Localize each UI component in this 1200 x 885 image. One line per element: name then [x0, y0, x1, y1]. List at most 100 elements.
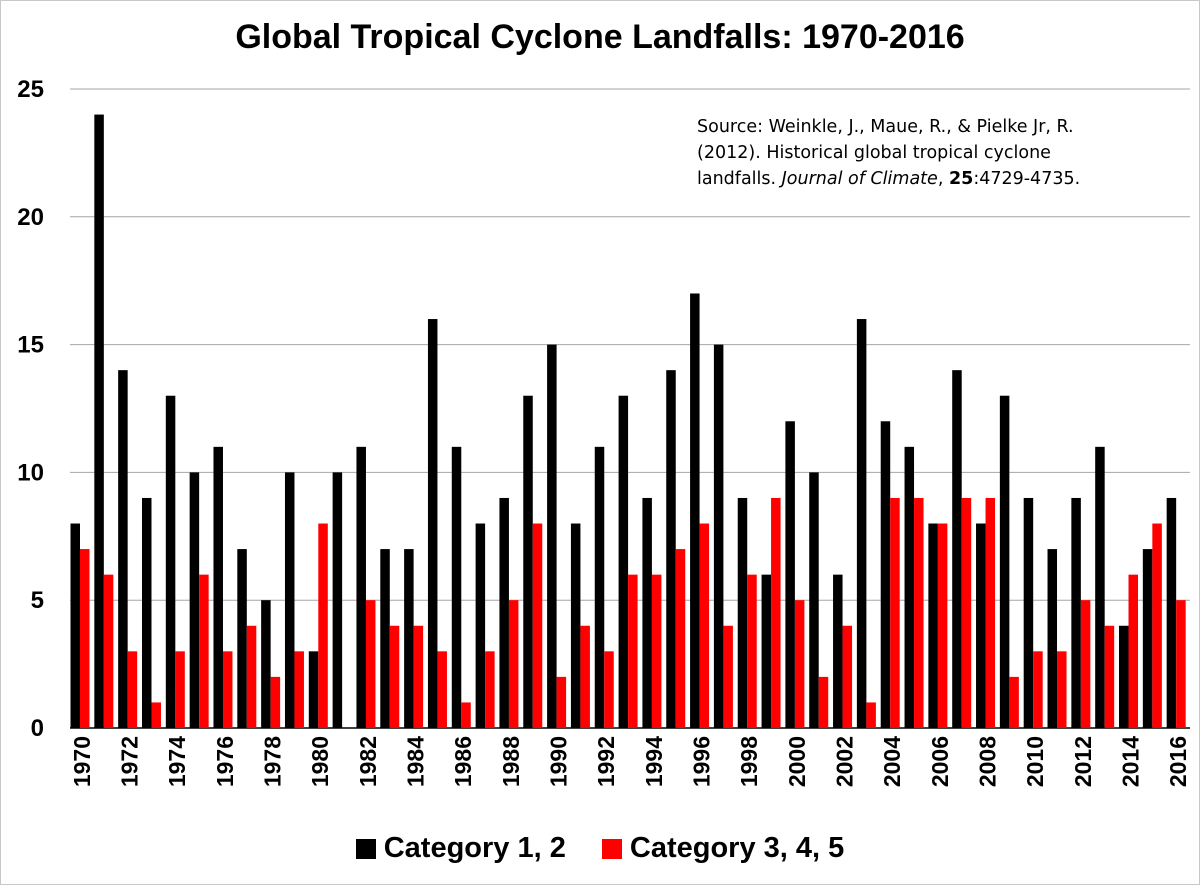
- bar-2016-cat345: [1176, 600, 1186, 728]
- y-tick-label: 20: [17, 204, 44, 231]
- bar-2000-cat345: [794, 600, 805, 728]
- bar-1980-cat12: [308, 651, 319, 728]
- bar-1996-cat345: [699, 523, 710, 728]
- bar-1972-cat345: [127, 651, 138, 728]
- bar-1978-cat12: [261, 600, 271, 728]
- bar-2011-cat345: [1057, 651, 1067, 728]
- bar-1981-cat12: [332, 472, 343, 728]
- bar-2001-cat345: [818, 676, 829, 728]
- bar-2009-cat12: [999, 395, 1010, 728]
- bar-1995-cat345: [675, 549, 686, 728]
- source-annotation: Source: Weinkle, J., Maue, R., & Pielke …: [697, 114, 1137, 192]
- bar-1995-cat12: [666, 370, 676, 728]
- bar-1994-cat12: [642, 497, 652, 728]
- bar-1975-cat12: [189, 472, 200, 728]
- x-tick-label: 2006: [927, 736, 953, 787]
- x-tick-label: 2000: [784, 736, 810, 787]
- bar-1987-cat345: [485, 651, 495, 728]
- bar-1974-cat345: [175, 651, 185, 728]
- bar-2010-cat345: [1033, 651, 1043, 728]
- bar-1993-cat345: [628, 574, 638, 728]
- bar-1999-cat345: [771, 497, 781, 728]
- bar-1992-cat12: [594, 446, 605, 728]
- bar-1982-cat345: [365, 600, 376, 728]
- bar-1997-cat12: [713, 344, 724, 728]
- bar-2004-cat345: [890, 497, 900, 728]
- bar-2013-cat12: [1095, 446, 1105, 728]
- x-tick-label: 2008: [974, 736, 1000, 787]
- bar-2003-cat345: [866, 702, 876, 728]
- source-volume: 25: [948, 169, 974, 189]
- bar-2004-cat12: [880, 421, 891, 728]
- bar-1974-cat12: [165, 395, 176, 728]
- bar-2009-cat345: [1009, 676, 1019, 728]
- legend-label: Category 1, 2: [383, 832, 566, 864]
- bar-1970-cat12: [70, 523, 80, 728]
- bar-1996-cat12: [690, 293, 700, 728]
- bar-2003-cat12: [856, 319, 867, 728]
- x-tick-label: 2016: [1165, 736, 1191, 787]
- x-tick-label: 1982: [355, 736, 381, 787]
- bar-2014-cat12: [1119, 625, 1129, 728]
- x-tick-label: 1972: [117, 736, 143, 787]
- chart-title: Global Tropical Cyclone Landfalls: 1970-…: [235, 18, 965, 56]
- bar-2008-cat12: [976, 523, 986, 728]
- y-tick-label: 0: [31, 715, 44, 742]
- bar-2005-cat12: [904, 446, 915, 728]
- bar-2005-cat345: [914, 497, 924, 728]
- bar-1994-cat345: [651, 574, 662, 728]
- x-tick-label: 2014: [1117, 736, 1143, 787]
- bar-2013-cat345: [1104, 625, 1115, 728]
- x-tick-label: 2010: [1022, 736, 1048, 787]
- bar-1985-cat12: [427, 319, 438, 728]
- y-tick-label: 10: [17, 459, 44, 486]
- bar-2011-cat12: [1047, 549, 1058, 728]
- bar-1979-cat345: [294, 651, 304, 728]
- bar-2001-cat12: [809, 472, 819, 728]
- bar-1975-cat345: [199, 574, 209, 728]
- bar-1985-cat345: [437, 651, 447, 728]
- source-line-3: landfalls. Journal of Climate, 25:4729-4…: [697, 166, 1137, 192]
- bar-1972-cat12: [118, 370, 128, 728]
- bar-1971-cat12: [94, 114, 104, 728]
- source-line-1: Source: Weinkle, J., Maue, R., & Pielke …: [697, 117, 1074, 137]
- bar-2002-cat12: [833, 574, 843, 728]
- y-axis: 0 5 10 15 20 25: [17, 76, 44, 742]
- bar-1987-cat12: [475, 523, 486, 728]
- bar-1999-cat12: [761, 574, 772, 728]
- x-axis: 1970 1972 1974 1976 1978 1980 1982 1984 1986 1988…: [69, 736, 1191, 787]
- legend-swatch-black: [355, 838, 376, 859]
- x-tick-label: 1996: [688, 736, 714, 787]
- x-tick-label: 1970: [69, 736, 95, 787]
- bar-1990-cat12: [547, 344, 557, 728]
- bar-2007-cat12: [952, 370, 962, 728]
- bar-1973-cat12: [141, 497, 152, 728]
- source-sep: ,: [937, 169, 949, 189]
- bar-1973-cat345: [151, 702, 161, 728]
- x-tick-label: 2004: [879, 736, 905, 787]
- bar-1982-cat12: [356, 446, 366, 728]
- y-tick-label: 5: [31, 587, 44, 614]
- legend: Category 1, 2 Category 3, 4, 5: [0, 832, 1200, 865]
- bar-1984-cat345: [413, 625, 424, 728]
- bar-1970-cat345: [80, 549, 90, 728]
- bar-1979-cat12: [284, 472, 295, 728]
- source-line-2: (2012). Historical global tropical cyclo…: [697, 143, 1051, 163]
- bar-1998-cat12: [737, 497, 748, 728]
- x-tick-label: 1980: [307, 736, 333, 787]
- x-tick-label: 2012: [1070, 736, 1096, 787]
- bars: [70, 114, 1186, 728]
- x-tick-label: 1974: [164, 736, 190, 787]
- y-tick-label: 15: [17, 332, 44, 359]
- bar-1998-cat345: [747, 574, 757, 728]
- x-tick-label: 1990: [546, 736, 572, 787]
- bar-2007-cat345: [961, 497, 972, 728]
- bar-2006-cat12: [928, 523, 938, 728]
- x-tick-label: 1994: [641, 736, 667, 787]
- bar-1980-cat345: [318, 523, 328, 728]
- bar-2012-cat12: [1071, 497, 1081, 728]
- bar-2014-cat345: [1128, 574, 1139, 728]
- bar-1990-cat345: [556, 676, 567, 728]
- bar-1997-cat345: [723, 625, 733, 728]
- bar-1991-cat12: [570, 523, 581, 728]
